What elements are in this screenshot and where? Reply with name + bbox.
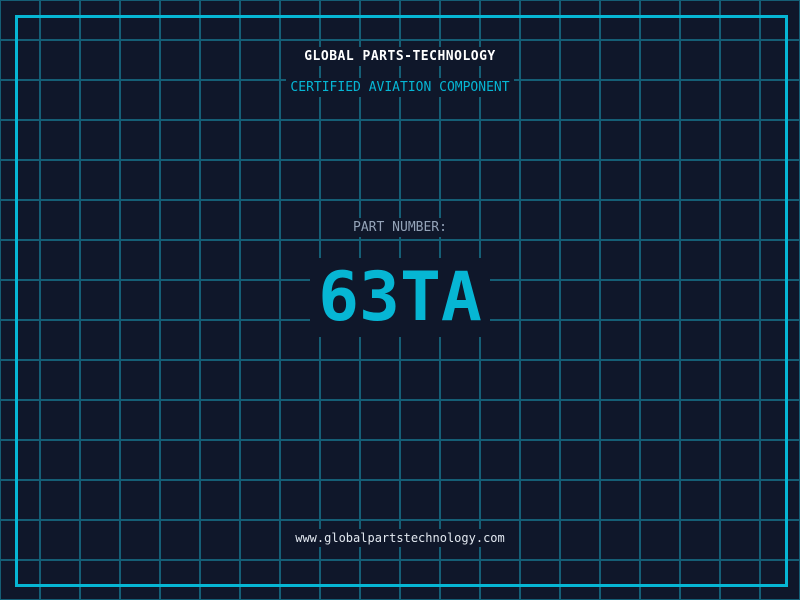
website-url: www.globalpartstechnology.com (0, 529, 800, 547)
certification-subtitle-text: CERTIFIED AVIATION COMPONENT (286, 78, 514, 97)
certification-subtitle: CERTIFIED AVIATION COMPONENT (0, 78, 800, 97)
company-title-text: GLOBAL PARTS-TECHNOLOGY (300, 47, 500, 66)
part-number: 63TA (0, 258, 800, 338)
border-frame (15, 15, 788, 587)
company-title: GLOBAL PARTS-TECHNOLOGY (0, 47, 800, 66)
part-number-label-text: PART NUMBER: (349, 218, 451, 237)
part-number-value: 63TA (310, 258, 490, 337)
website-url-text: www.globalpartstechnology.com (291, 529, 509, 547)
part-number-label: PART NUMBER: (0, 218, 800, 237)
